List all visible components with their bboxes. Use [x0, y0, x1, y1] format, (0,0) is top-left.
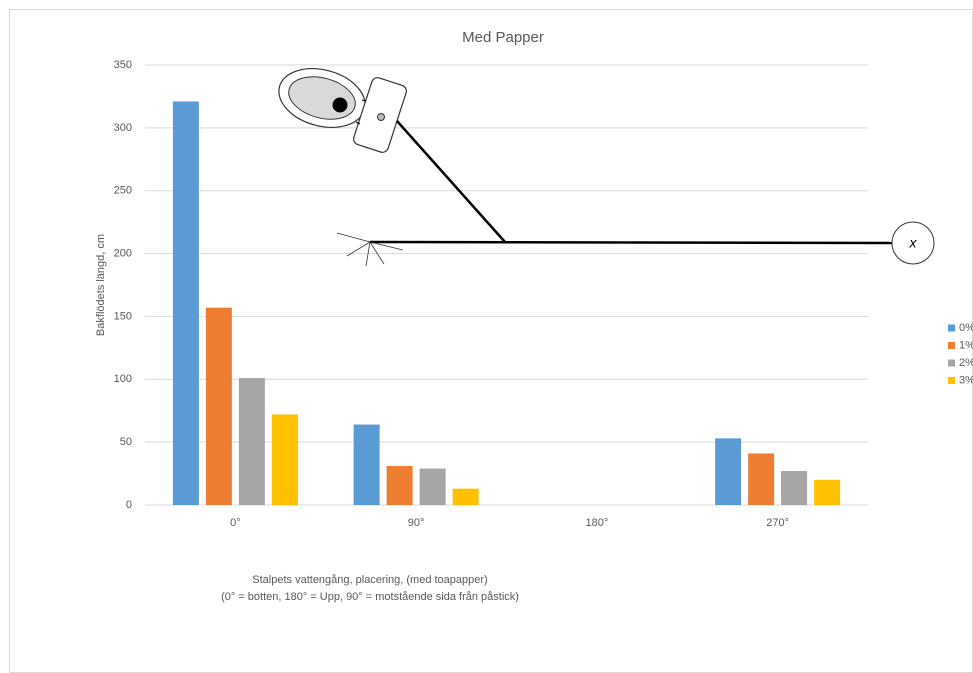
legend-swatch — [948, 342, 955, 349]
y-tick-label: 250 — [114, 185, 132, 197]
y-axis-title: Bakflödets längd, cm — [95, 234, 107, 336]
bar — [353, 424, 380, 505]
bar — [715, 438, 742, 505]
legend-label: 3% — [959, 374, 973, 386]
x-axis-title: (0° = botten, 180° = Upp, 90° = motståen… — [221, 591, 519, 603]
chart-title: Med Papper — [462, 29, 544, 46]
x-tick-label: 90° — [408, 517, 425, 529]
y-tick-label: 0 — [126, 499, 132, 511]
bar — [748, 453, 775, 505]
legend-label: 2% — [959, 357, 973, 369]
annotation: x — [909, 235, 918, 251]
y-tick-label: 350 — [114, 59, 132, 71]
x-tick-label: 180° — [585, 517, 608, 529]
illustration — [278, 68, 935, 267]
y-tick-label: 300 — [114, 122, 132, 134]
bar — [172, 101, 199, 505]
legend-swatch — [948, 359, 955, 367]
x-tick-label: 270° — [766, 517, 789, 529]
x-tick-label: 0° — [230, 517, 241, 529]
bar — [271, 414, 298, 505]
x-axis-title: Stalpets vattengång, placering, (med toa… — [252, 574, 487, 586]
bar — [238, 378, 265, 505]
y-tick-label: 100 — [114, 373, 132, 385]
legend-label: 0% — [959, 322, 973, 334]
chart-frame — [9, 9, 973, 673]
y-tick-label: 50 — [120, 436, 132, 448]
bar — [386, 466, 413, 505]
legend-label: 1% — [959, 339, 973, 351]
bar — [419, 468, 446, 505]
y-tick-label: 200 — [114, 247, 132, 259]
bar — [814, 479, 841, 505]
legend-swatch — [948, 377, 955, 384]
y-tick-label: 150 — [114, 310, 132, 322]
bar — [452, 488, 479, 505]
legend-swatch — [948, 324, 955, 332]
bar — [781, 471, 808, 505]
bar — [205, 307, 232, 505]
